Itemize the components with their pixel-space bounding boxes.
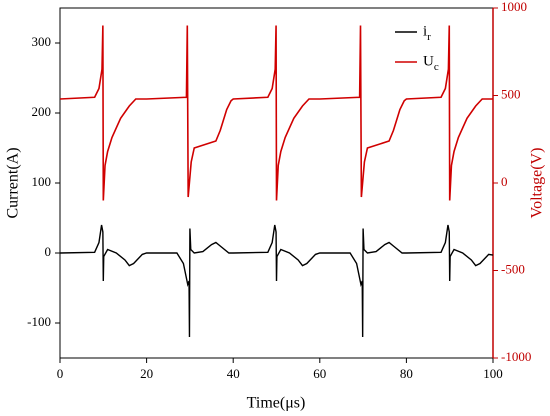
y2-tick-label: -1000 xyxy=(501,349,531,364)
series-line xyxy=(59,224,494,338)
y-tick-label: 0 xyxy=(45,244,52,259)
y2-tick-label: -500 xyxy=(501,261,525,276)
y-axis-title: Current(A) xyxy=(5,147,22,218)
y-tick-label: 200 xyxy=(32,104,52,119)
series-line xyxy=(59,25,493,201)
x-axis-title: Time(μs) xyxy=(247,395,306,412)
y-tick-label: 300 xyxy=(32,34,52,49)
x-tick-label: 20 xyxy=(140,366,153,381)
y-tick-label: 100 xyxy=(32,174,52,189)
x-tick-label: 40 xyxy=(227,366,240,381)
x-tick-label: 0 xyxy=(57,366,64,381)
legend-label: Uc xyxy=(423,53,439,72)
y-tick-label: -100 xyxy=(27,314,51,329)
y2-tick-label: 500 xyxy=(501,86,521,101)
y2-axis-title: Voltage(V) xyxy=(529,148,546,219)
x-tick-label: 100 xyxy=(483,366,503,381)
y2-tick-label: 0 xyxy=(501,174,508,189)
x-tick-label: 60 xyxy=(313,366,326,381)
y2-tick-label: 1000 xyxy=(501,0,527,14)
legend-label: ir xyxy=(423,23,431,42)
x-tick-label: 80 xyxy=(400,366,413,381)
